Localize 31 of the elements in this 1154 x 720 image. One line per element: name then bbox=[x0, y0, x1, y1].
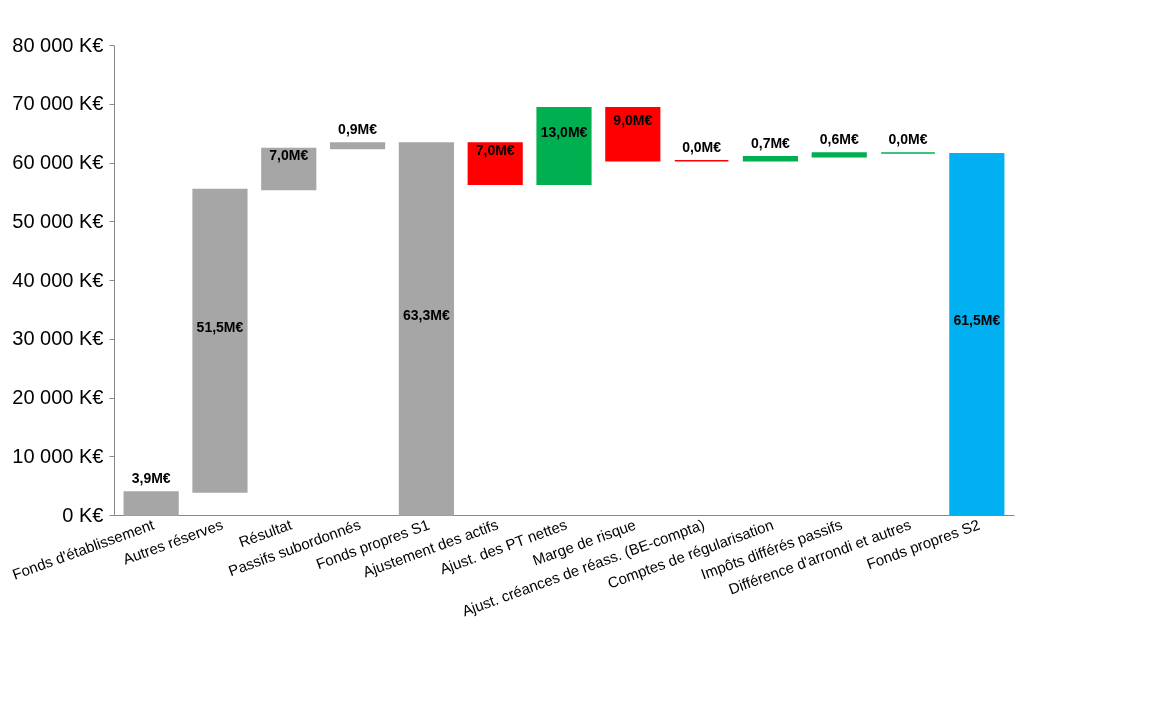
bar bbox=[192, 188, 248, 493]
bar bbox=[536, 107, 592, 185]
bar bbox=[811, 152, 867, 158]
y-tick-label: 20 000 K€ bbox=[12, 386, 104, 408]
data-label: 51,5M€ bbox=[196, 318, 244, 335]
bar bbox=[949, 152, 1005, 516]
data-label: 3,9M€ bbox=[131, 470, 171, 487]
data-label: 9,0M€ bbox=[613, 112, 653, 129]
y-tick-label: 70 000 K€ bbox=[12, 92, 104, 115]
y-tick-label: 80 000 K€ bbox=[12, 33, 104, 56]
data-label: 13,0M€ bbox=[540, 124, 588, 141]
data-label: 0,0M€ bbox=[888, 131, 928, 148]
y-tick-label: 30 000 K€ bbox=[12, 327, 104, 350]
data-label: 0,6M€ bbox=[819, 131, 859, 148]
data-label: 0,7M€ bbox=[750, 134, 791, 151]
bar bbox=[398, 142, 454, 516]
data-label: 0,0M€ bbox=[682, 138, 722, 155]
data-label: 7,0M€ bbox=[269, 146, 309, 163]
bar bbox=[329, 142, 386, 150]
y-tick-label: 0 K€ bbox=[62, 503, 104, 526]
data-label: 0,9M€ bbox=[338, 121, 378, 138]
data-label: 61,5M€ bbox=[953, 312, 1001, 329]
y-tick-label: 40 000 K€ bbox=[12, 268, 104, 291]
data-label: 63,3M€ bbox=[403, 307, 450, 324]
bar bbox=[467, 142, 523, 185]
bar bbox=[742, 155, 799, 162]
y-tick-label: 60 000 K€ bbox=[12, 151, 104, 173]
bar bbox=[123, 491, 179, 516]
y-tick-label: 10 000 K€ bbox=[12, 444, 104, 467]
y-tick-label: 50 000 K€ bbox=[12, 209, 104, 232]
data-label: 7,0M€ bbox=[475, 141, 515, 158]
